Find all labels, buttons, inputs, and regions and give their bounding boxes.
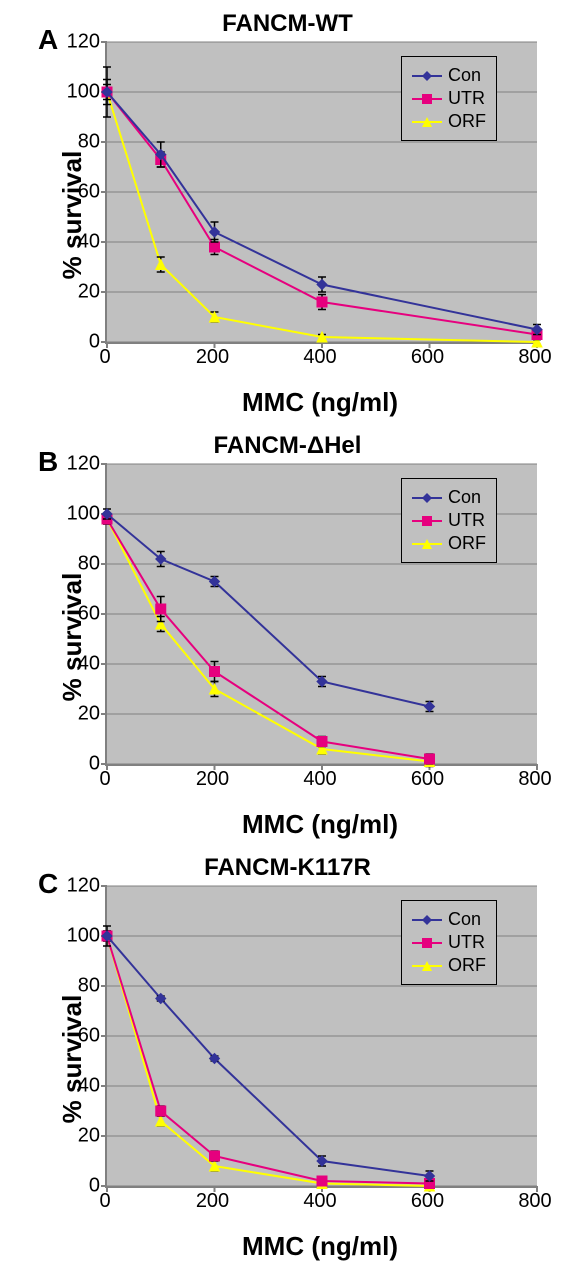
plot-area: ConUTRORF xyxy=(105,886,537,1188)
x-axis-label: MMC (ng/ml) xyxy=(105,387,535,418)
x-axis-label: MMC (ng/ml) xyxy=(105,809,535,840)
legend-label: UTR xyxy=(448,932,485,953)
y-tick-label: 40 xyxy=(50,231,100,254)
y-tick-label: 120 xyxy=(50,875,100,898)
legend: ConUTRORF xyxy=(401,56,497,141)
y-tick-label: 100 xyxy=(50,503,100,526)
legend-label: UTR xyxy=(448,88,485,109)
y-tick-label: 80 xyxy=(50,131,100,154)
legend-label: ORF xyxy=(448,955,486,976)
legend-label: ORF xyxy=(448,533,486,554)
y-tick-label: 60 xyxy=(50,603,100,626)
panel-C: FANCM-K117RC% survivalMMC (ng/ml)ConUTRO… xyxy=(10,854,565,1264)
legend-row: Con xyxy=(412,487,486,508)
x-tick-label: 400 xyxy=(303,346,336,369)
y-tick-label: 120 xyxy=(50,31,100,54)
panel-B: FANCM-ΔHelB% survivalMMC (ng/ml)ConUTROR… xyxy=(10,432,565,842)
legend-label: Con xyxy=(448,487,481,508)
y-axis-label: % survival xyxy=(57,573,88,702)
y-tick-label: 100 xyxy=(50,81,100,104)
legend-label: Con xyxy=(448,65,481,86)
x-tick-label: 400 xyxy=(303,768,336,791)
panel-A: FANCM-WTA% survivalMMC (ng/ml)ConUTRORF0… xyxy=(10,10,565,420)
x-tick-label: 0 xyxy=(99,346,110,369)
legend-label: UTR xyxy=(448,510,485,531)
y-tick-label: 80 xyxy=(50,553,100,576)
x-tick-label: 800 xyxy=(518,768,551,791)
legend-row: ORF xyxy=(412,955,486,976)
x-tick-label: 400 xyxy=(303,1190,336,1213)
y-tick-label: 60 xyxy=(50,1025,100,1048)
legend-row: UTR xyxy=(412,510,486,531)
legend-row: Con xyxy=(412,65,486,86)
plot-area: ConUTRORF xyxy=(105,42,537,344)
y-tick-label: 40 xyxy=(50,1075,100,1098)
y-tick-label: 80 xyxy=(50,975,100,998)
x-tick-label: 800 xyxy=(518,346,551,369)
legend-row: ORF xyxy=(412,533,486,554)
plot-area: ConUTRORF xyxy=(105,464,537,766)
x-tick-label: 600 xyxy=(411,1190,444,1213)
y-tick-label: 120 xyxy=(50,453,100,476)
legend-row: ORF xyxy=(412,111,486,132)
y-tick-label: 20 xyxy=(50,1125,100,1148)
y-tick-label: 100 xyxy=(50,925,100,948)
y-axis-label: % survival xyxy=(57,151,88,280)
y-tick-label: 20 xyxy=(50,281,100,304)
x-tick-label: 600 xyxy=(411,346,444,369)
legend-label: ORF xyxy=(448,111,486,132)
legend: ConUTRORF xyxy=(401,478,497,563)
x-tick-label: 200 xyxy=(196,1190,229,1213)
x-tick-label: 0 xyxy=(99,1190,110,1213)
x-axis-label: MMC (ng/ml) xyxy=(105,1231,535,1262)
legend-label: Con xyxy=(448,909,481,930)
y-tick-label: 20 xyxy=(50,703,100,726)
legend-row: UTR xyxy=(412,88,486,109)
legend-row: UTR xyxy=(412,932,486,953)
x-tick-label: 200 xyxy=(196,346,229,369)
y-tick-label: 0 xyxy=(50,331,100,354)
x-tick-label: 200 xyxy=(196,768,229,791)
x-tick-label: 0 xyxy=(99,768,110,791)
y-tick-label: 60 xyxy=(50,181,100,204)
y-tick-label: 0 xyxy=(50,1175,100,1198)
x-tick-label: 800 xyxy=(518,1190,551,1213)
x-tick-label: 600 xyxy=(411,768,444,791)
legend: ConUTRORF xyxy=(401,900,497,985)
legend-row: Con xyxy=(412,909,486,930)
y-tick-label: 40 xyxy=(50,653,100,676)
y-axis-label: % survival xyxy=(57,995,88,1124)
y-tick-label: 0 xyxy=(50,753,100,776)
